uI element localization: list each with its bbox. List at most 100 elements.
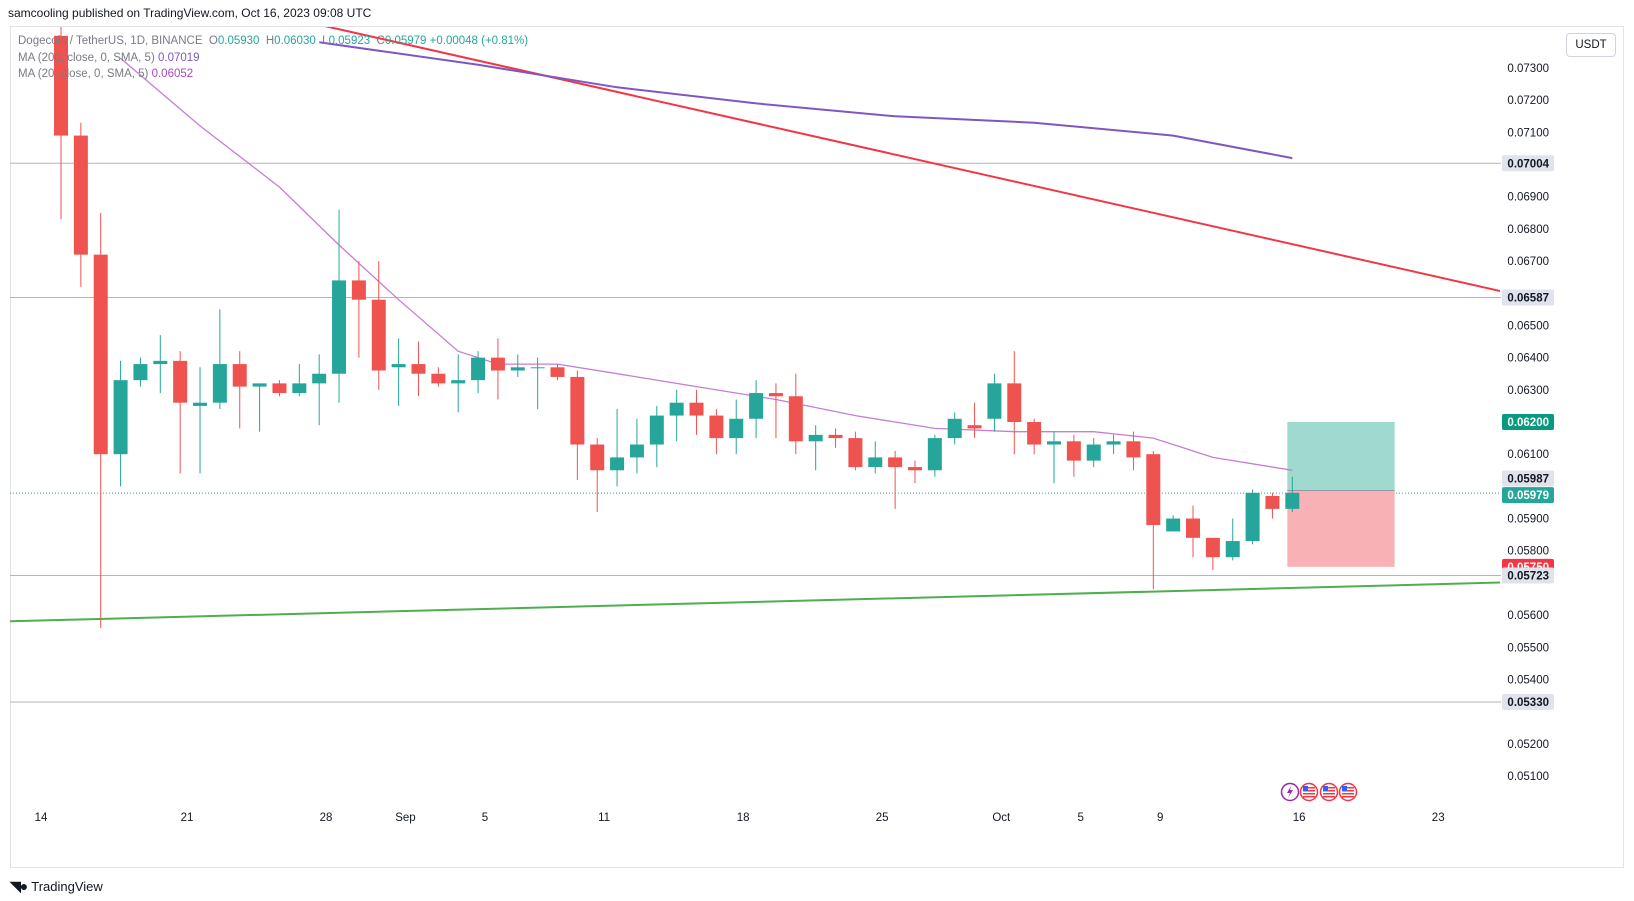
stop-zone: [1287, 490, 1395, 567]
us-flag-icon[interactable]: [1319, 782, 1339, 802]
legend-ma20-value: 0.06052: [151, 68, 194, 80]
flag-stripe: [1303, 796, 1315, 798]
legend-symbol: Dogecoin / TetherUS, 1D, BINANCE: [18, 35, 203, 47]
candle: [1186, 505, 1201, 558]
flag-canton: [1342, 786, 1347, 791]
lightning-icon[interactable]: [1280, 782, 1300, 802]
candle: [391, 338, 406, 406]
candle: [610, 409, 625, 487]
candle: [848, 431, 863, 471]
candle-body: [689, 402, 704, 416]
candle: [749, 380, 764, 439]
legend-ma200-label: MA (200, close, 0, SMA, 5): [18, 51, 155, 64]
candle-body: [1186, 518, 1201, 538]
candle-body: [332, 280, 347, 374]
flag-stripe: [1342, 796, 1354, 798]
candle-body: [649, 415, 664, 445]
candle: [153, 335, 168, 394]
candle: [669, 389, 684, 442]
x-tick-label: 16: [1293, 812, 1306, 824]
candle-body: [629, 444, 644, 458]
candle-body: [610, 457, 625, 471]
y-tick-label: 0.05200: [1507, 739, 1549, 751]
candle-body: [212, 364, 227, 403]
candle: [212, 309, 227, 410]
currency-button[interactable]: USDT: [1566, 33, 1616, 57]
candle: [73, 122, 88, 287]
candle-body: [1007, 383, 1022, 422]
candle: [133, 357, 148, 387]
flag-canton: [1303, 786, 1308, 791]
flag-stripe: [1323, 790, 1335, 792]
x-tick-label: Sep: [395, 812, 415, 824]
candle-body: [590, 444, 605, 471]
candle-body: [73, 135, 88, 255]
candle: [1265, 492, 1280, 519]
price-label-bg: [1502, 414, 1554, 430]
flag-stripe: [1342, 793, 1354, 795]
candle-body: [471, 357, 486, 381]
candle: [828, 428, 843, 448]
price-label-target: 0.06200: [1502, 414, 1554, 430]
candle-body: [510, 367, 525, 371]
candle: [292, 364, 307, 397]
flag-stripe: [1323, 787, 1335, 789]
candle: [272, 380, 287, 397]
candle-body: [193, 402, 208, 406]
price-label-level: 0.05987: [1502, 470, 1554, 487]
candle-body: [1126, 441, 1141, 458]
x-tick-label: 14: [35, 812, 48, 824]
y-tick-label: 0.05900: [1507, 514, 1549, 526]
us-flag-icon[interactable]: [1338, 782, 1358, 802]
y-tick-label: 0.06700: [1507, 256, 1549, 268]
candle: [371, 261, 386, 390]
y-tick-label: 0.05100: [1507, 771, 1549, 783]
candle: [113, 360, 128, 487]
candle: [471, 351, 486, 394]
candle: [768, 383, 783, 439]
candle: [947, 412, 962, 445]
candle-body: [1285, 492, 1300, 509]
y-tick-label: 0.05400: [1507, 674, 1549, 686]
candle-body: [173, 360, 188, 403]
legend-open: O0.05930: [208, 35, 260, 47]
legend-ma20-row[interactable]: MA (20, close, 0, SMA, 5) 0.06052: [18, 66, 528, 83]
tradingview-logo[interactable]: ◥● TradingView: [10, 878, 103, 895]
candle-body: [987, 383, 1002, 419]
ma20-line: [120, 57, 1293, 471]
candle: [649, 405, 664, 468]
candle: [1166, 515, 1181, 532]
candle-body: [292, 383, 307, 394]
candle: [808, 425, 823, 471]
candle: [888, 450, 903, 509]
candle: [729, 399, 744, 455]
candle-body: [1047, 441, 1061, 445]
candle-body: [252, 383, 267, 387]
x-tick-label: 5: [482, 812, 488, 824]
candle-body: [888, 457, 903, 468]
price-label-text: 0.05330: [1507, 697, 1549, 709]
legend-low: L0.05923: [322, 35, 371, 47]
candle-body: [927, 438, 942, 471]
candle-body: [153, 360, 168, 365]
candle-body: [371, 299, 386, 371]
us-flag-icon[interactable]: [1299, 782, 1319, 802]
candle: [788, 373, 803, 455]
publisher-line: samcooling published on TradingView.com,…: [8, 6, 372, 20]
candle-body: [669, 402, 684, 416]
candle: [1225, 518, 1240, 561]
candle: [173, 351, 188, 474]
price-label-text: 0.06200: [1507, 417, 1549, 429]
chart-frame: [10, 26, 1624, 868]
legend-ma200-row[interactable]: MA (200, close, 0, SMA, 5) 0.07019: [18, 50, 528, 67]
candle: [1106, 434, 1121, 455]
candle-body: [1205, 537, 1220, 558]
candle-body: [967, 425, 982, 429]
candle-body: [490, 357, 505, 371]
flag-stripe: [1303, 787, 1315, 789]
candle-body: [768, 393, 783, 397]
price-label-bg: [1502, 155, 1554, 172]
candle-body: [749, 393, 764, 419]
candle: [530, 357, 545, 410]
